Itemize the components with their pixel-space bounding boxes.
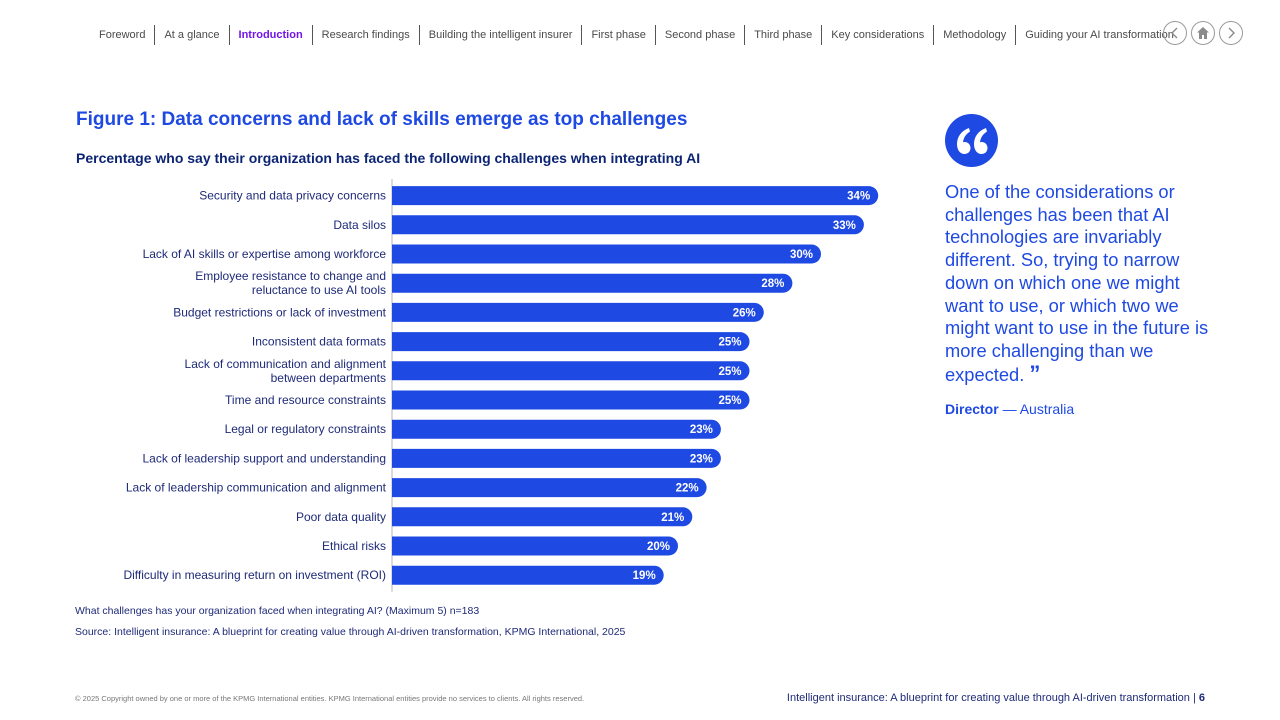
bar-value-label: 25% (718, 337, 741, 349)
category-label: Inconsistent data formats (252, 335, 386, 349)
nav-item-third-phase[interactable]: Third phase (745, 25, 823, 45)
nav-item-building-the-intelligent-insurer[interactable]: Building the intelligent insurer (420, 25, 583, 45)
bar (392, 448, 721, 468)
bar (392, 215, 864, 235)
next-button[interactable] (1219, 21, 1243, 45)
bar-chart: 34% Security and data privacy concerns 33%… (123, 179, 879, 592)
close-quote-icon: ” (1029, 360, 1041, 386)
chevron-right-icon (1228, 27, 1235, 39)
bar (392, 273, 793, 293)
source-note: Source: Intelligent insurance: A bluepri… (75, 626, 626, 638)
category-label: Security and data privacy concerns (199, 189, 386, 203)
bar (392, 390, 750, 410)
category-label: Poor data quality (296, 510, 386, 524)
nav-item-introduction[interactable]: Introduction (230, 25, 313, 45)
bar (392, 478, 707, 498)
figure-title: Figure 1: Data concerns and lack of skil… (76, 109, 688, 130)
bar-value-label: 30% (790, 249, 813, 261)
category-label: Employee resistance to change and (195, 269, 386, 283)
nav-item-research-findings[interactable]: Research findings (313, 25, 420, 45)
category-label: between departments (271, 371, 386, 385)
survey-question-note: What challenges has your organization fa… (75, 605, 480, 617)
nav-item-guiding-your-ai-transformation[interactable]: Guiding your AI transformation (1025, 29, 1174, 41)
home-button[interactable] (1191, 21, 1215, 45)
quote-text: One of the considerations or challenges … (945, 181, 1209, 385)
bar-value-label: 25% (718, 366, 741, 378)
copyright-footer: © 2025 Copyright owned by one or more of… (75, 694, 585, 703)
category-label: Budget restrictions or lack of investmen… (173, 305, 386, 319)
bar-value-label: 23% (690, 424, 713, 436)
bar (392, 332, 750, 352)
bar-value-label: 28% (761, 278, 784, 290)
bar (392, 536, 678, 556)
figure-subtitle: Percentage who say their organization ha… (76, 150, 701, 166)
category-label: Time and resource constraints (225, 393, 386, 407)
bar-value-label: 20% (647, 541, 670, 553)
category-label: Data silos (333, 218, 386, 232)
bar (392, 186, 879, 206)
page-separator: | (1189, 692, 1199, 704)
bar (392, 507, 693, 527)
bar-value-label: 19% (633, 570, 656, 582)
category-label: Lack of communication and alignment (185, 357, 387, 371)
bar-value-label: 33% (833, 220, 856, 232)
nav-item-foreword[interactable]: Foreword (90, 25, 156, 45)
top-navigation: Foreword At a glance Introduction Research … (90, 24, 1183, 46)
nav-buttons (1163, 21, 1243, 45)
nav-item-key-considerations[interactable]: Key considerations (822, 25, 935, 45)
page-number: 6 (1198, 692, 1205, 704)
bar-value-label: 21% (661, 512, 684, 524)
nav-item-second-phase[interactable]: Second phase (656, 25, 746, 45)
bar (392, 361, 750, 381)
quote-attribution: Director — Australia (945, 401, 1074, 417)
bar-value-label: 23% (690, 453, 713, 465)
home-icon (1197, 27, 1209, 39)
category-label: Lack of leadership communication and ali… (126, 481, 387, 495)
previous-button[interactable] (1163, 21, 1187, 45)
publication-footer: Intelligent insurance: A blueprint for c… (787, 692, 1205, 704)
category-label: Ethical risks (322, 539, 386, 553)
bar-value-label: 25% (718, 395, 741, 407)
attribution-role: Director (945, 401, 999, 417)
category-label: Legal or regulatory constraints (225, 422, 386, 436)
bar (392, 419, 721, 439)
category-label: reluctance to use AI tools (252, 283, 386, 297)
nav-item-at-a-glance[interactable]: At a glance (155, 25, 230, 45)
quote-text-block: One of the considerations or challenges … (945, 181, 1210, 386)
nav-item-first-phase[interactable]: First phase (582, 25, 656, 45)
publication-title: Intelligent insurance: A blueprint for c… (786, 692, 1190, 704)
bar-value-label: 26% (733, 307, 756, 319)
category-label: Lack of AI skills or expertise among wor… (143, 247, 387, 261)
category-label: Lack of leadership support and understan… (142, 451, 386, 465)
bar-value-label: 22% (676, 483, 699, 495)
bar-value-label: 34% (847, 191, 870, 203)
attribution-separator: — (998, 401, 1020, 417)
bar (392, 302, 764, 322)
bar (392, 565, 664, 585)
chevron-left-icon (1171, 27, 1178, 39)
bar (392, 244, 821, 264)
category-label: Difficulty in measuring return on invest… (123, 568, 386, 582)
quote-mark-icon (945, 114, 998, 167)
nav-item-methodology[interactable]: Methodology (934, 25, 1017, 45)
attribution-location: Australia (1019, 401, 1075, 417)
